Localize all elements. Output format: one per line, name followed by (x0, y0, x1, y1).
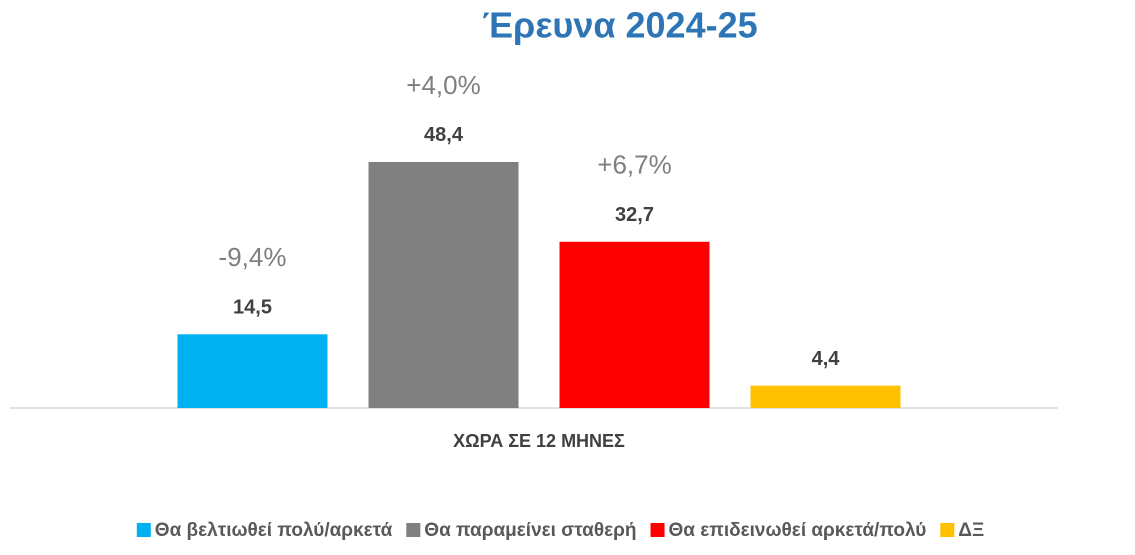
chart-title: Έρευνα 2024-25 (482, 5, 757, 46)
annotation: +4,0% (406, 70, 480, 100)
legend-marker (406, 523, 421, 537)
annotation: +6,7% (597, 150, 671, 180)
data-label: 32,7 (615, 204, 654, 226)
legend-marker (940, 523, 955, 537)
legend-label: Θα παραμείνει σταθερή (424, 520, 636, 541)
bar (177, 334, 328, 408)
data-label: 48,4 (424, 124, 464, 146)
data-label: 4,4 (812, 348, 841, 370)
legend-marker (650, 523, 665, 537)
bar (368, 161, 519, 408)
legend-marker (136, 523, 151, 537)
bar (559, 241, 710, 408)
legend-label: Θα βελτιωθεί πολύ/αρκετά (155, 520, 393, 541)
x-tick-label: ΧΩΡΑ ΣΕ 12 ΜΗΝΕΣ (453, 431, 625, 451)
annotation: -9,4% (219, 242, 287, 272)
legend-label: ΔΞ (958, 520, 984, 541)
bar (750, 385, 901, 408)
data-label: 14,5 (233, 297, 272, 319)
legend-label: Θα επιδεινωθεί αρκετά/πολύ (669, 520, 927, 541)
